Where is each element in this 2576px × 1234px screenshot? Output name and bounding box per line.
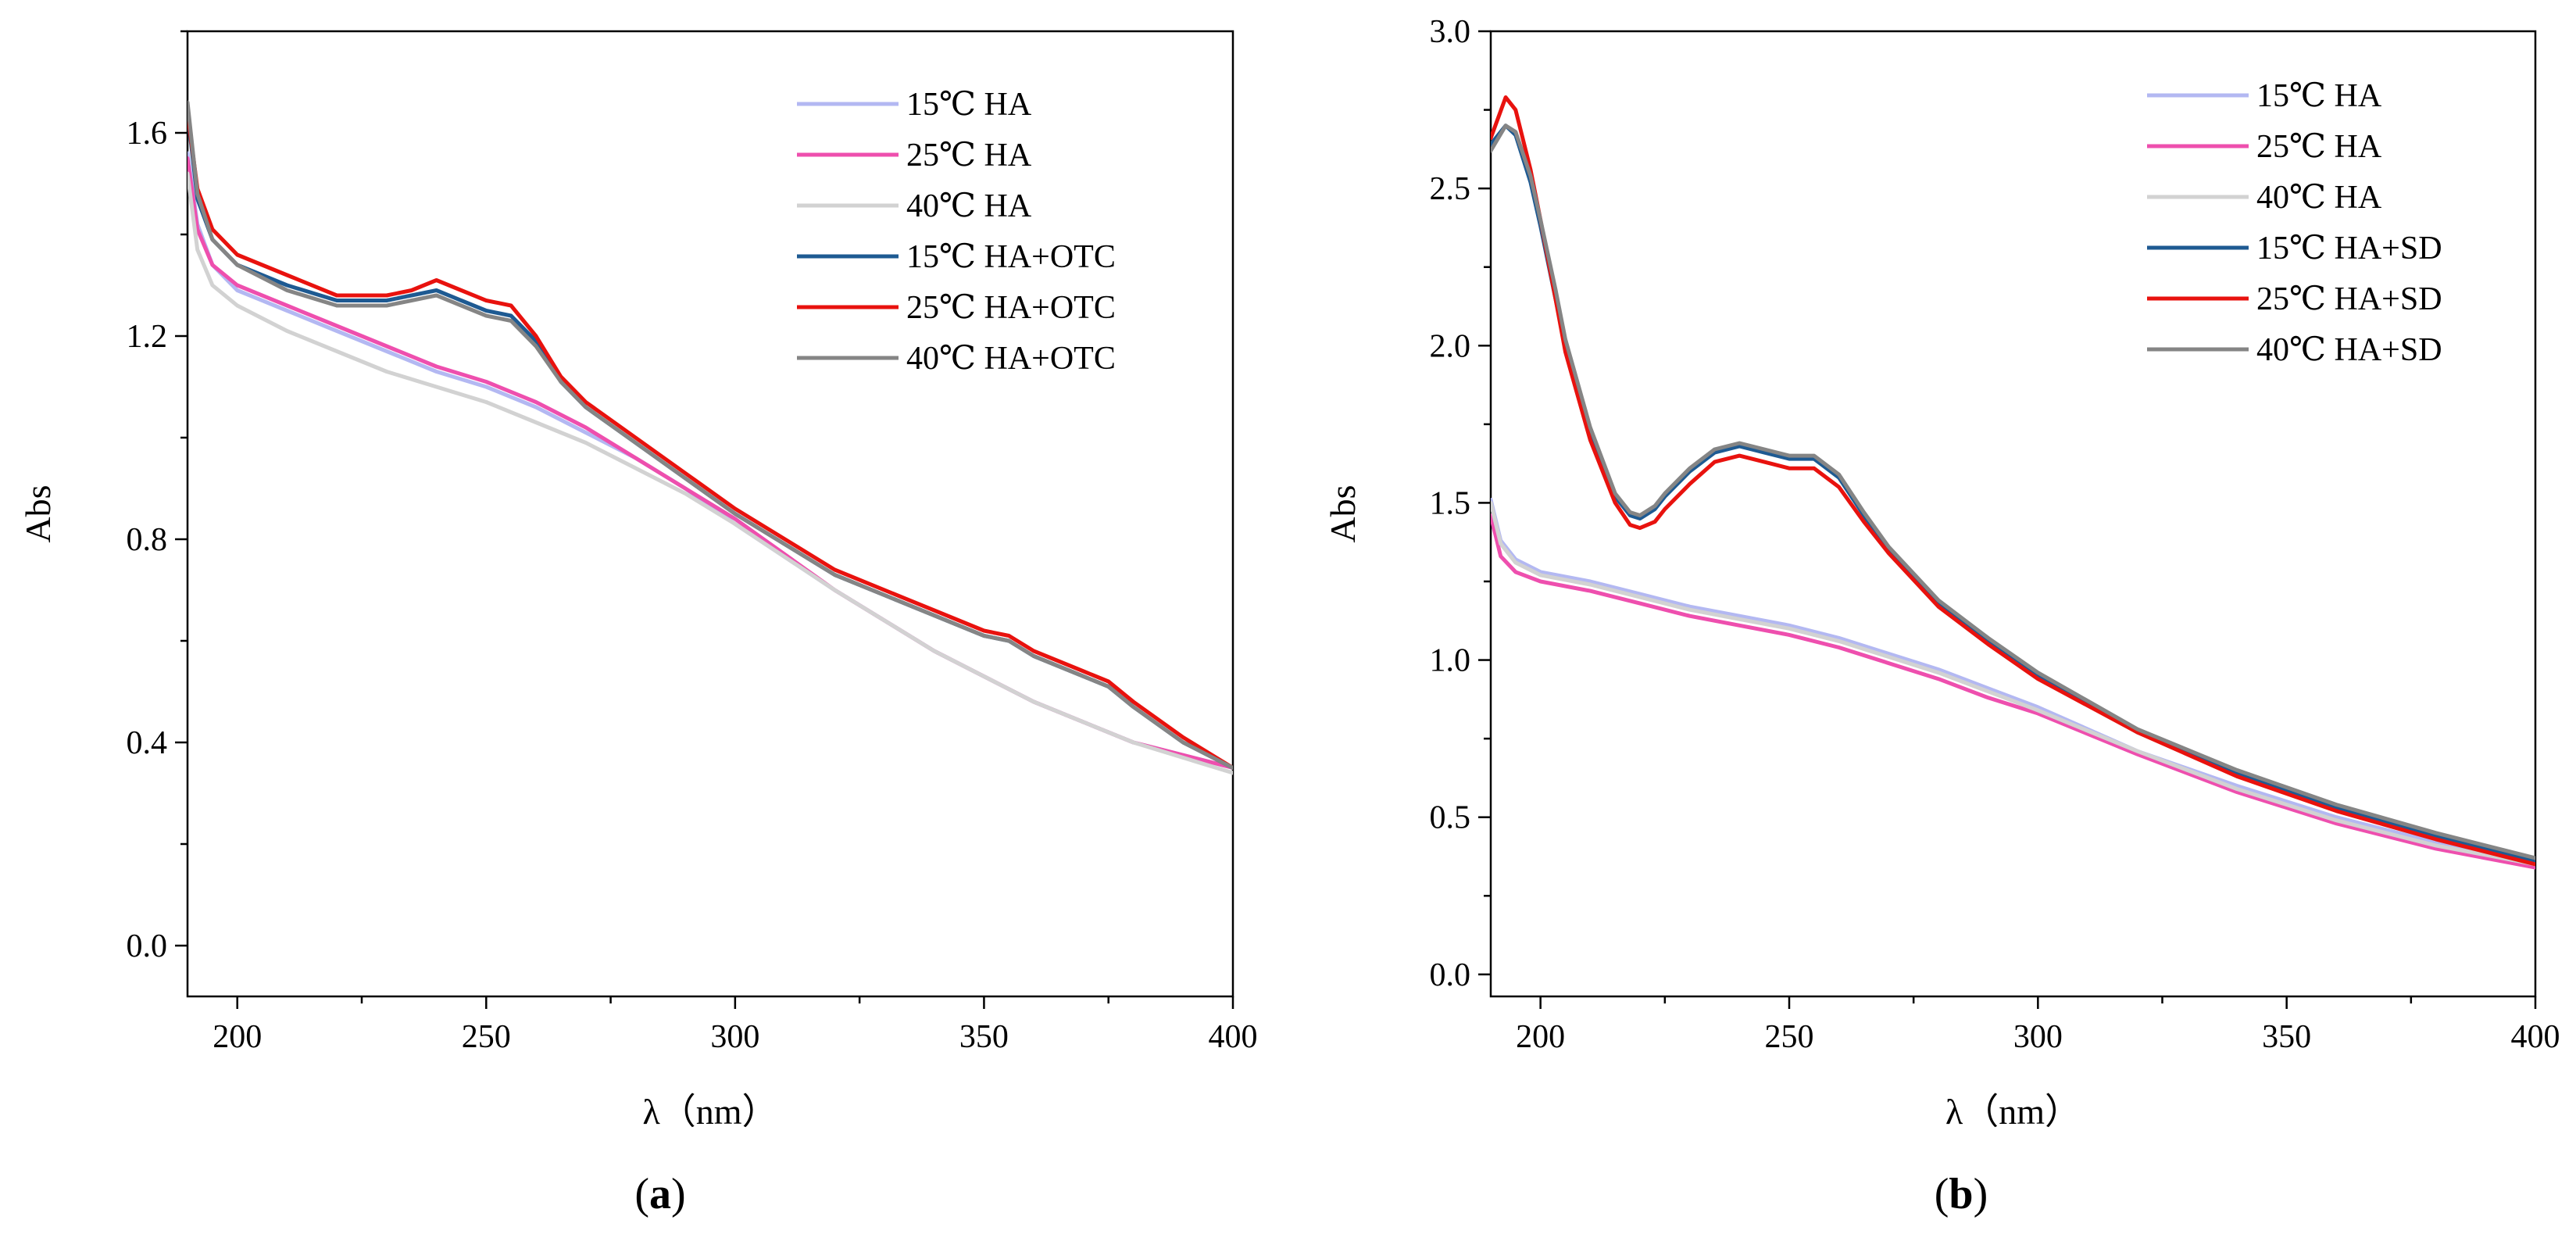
x-tick-label: 350 — [2262, 1019, 2311, 1055]
legend: 15℃ HA 25℃ HA 40℃ HA 15℃ HA+OTC 25℃ HA+OTC 40… — [797, 87, 1116, 377]
x-axis-label: λ（nm） — [1945, 1092, 2081, 1132]
legend-label: 15℃ HA — [2256, 78, 2382, 114]
y-axis-label: Abs — [18, 485, 58, 542]
y-tick-label: 0.8 — [127, 522, 168, 558]
x-tick-label: 300 — [2013, 1019, 2063, 1055]
chart-panel-b: 200 250 300 350 400 0.0 0.5 1.0 1.5 2.0 2.5 3.0 λ（nm… — [1323, 14, 2560, 1218]
x-tick-label: 200 — [213, 1019, 262, 1055]
panel-label: (a) — [634, 1170, 685, 1218]
legend-label: 25℃ HA — [906, 138, 1032, 173]
x-tick-label: 350 — [959, 1019, 1009, 1055]
legend-label: 40℃ HA+SD — [2256, 332, 2442, 368]
y-tick-label: 2.0 — [1430, 328, 1471, 364]
legend-label: 40℃ HA+OTC — [906, 341, 1116, 377]
series-line-3 — [1491, 500, 2535, 867]
y-tick-label: 0.5 — [1430, 800, 1471, 836]
x-tick-label: 250 — [1765, 1019, 1814, 1055]
y-tick-label: 1.5 — [1430, 485, 1471, 521]
plot-frame — [186, 30, 1234, 998]
legend-label: 40℃ HA — [2256, 180, 2382, 216]
legend-label: 25℃ HA+SD — [2256, 281, 2442, 317]
y-tick-label: 1.0 — [1430, 643, 1471, 679]
legend-label: 15℃ HA+SD — [2256, 231, 2442, 266]
x-tick-label: 300 — [710, 1019, 759, 1055]
y-tick-label: 0.4 — [127, 725, 168, 761]
x-tick-label: 400 — [2511, 1019, 2560, 1055]
y-tick-label: 1.6 — [127, 116, 168, 152]
series-line-3 — [188, 171, 1233, 775]
chart-panel-a: 200 250 300 350 400 0.0 0.4 0.8 1.2 1.6 λ（nm） Abs 15… — [18, 30, 1258, 1218]
x-tick-label: 200 — [1516, 1019, 1565, 1055]
series-line-6 — [188, 100, 1233, 770]
y-tick-label: 0.0 — [1430, 957, 1471, 993]
legend-label: 40℃ HA — [906, 188, 1032, 224]
y-tick-label: 2.5 — [1430, 171, 1471, 207]
series-line-6 — [1491, 123, 2535, 860]
series-line-5 — [188, 110, 1233, 770]
legend: 15℃ HA 25℃ HA 40℃ HA 15℃ HA+SD 25℃ HA+SD 40℃ … — [2147, 78, 2442, 368]
legend-label: 25℃ HA — [2256, 129, 2382, 165]
y-tick-label: 0.0 — [127, 928, 168, 964]
x-tick-label: 250 — [462, 1019, 511, 1055]
x-axis-label: λ（nm） — [642, 1092, 777, 1132]
legend-label: 15℃ HA — [906, 87, 1032, 123]
legend-label: 15℃ HA+OTC — [906, 239, 1116, 275]
series-line-2 — [1491, 513, 2535, 870]
y-tick-label: 1.2 — [127, 319, 168, 355]
y-tick-label: 3.0 — [1430, 14, 1471, 50]
y-axis-label: Abs — [1323, 485, 1363, 542]
series-line-1 — [1491, 497, 2535, 867]
panel-label: (b) — [1935, 1170, 1988, 1218]
legend-label: 25℃ HA+OTC — [906, 290, 1116, 326]
x-tick-label: 400 — [1209, 1019, 1258, 1055]
